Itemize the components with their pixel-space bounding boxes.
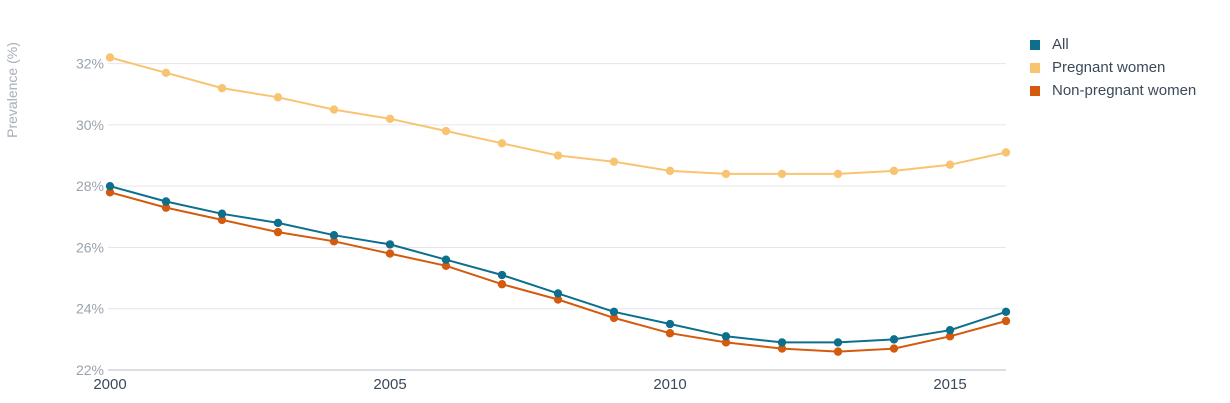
y-tick-labels: 22% 24% 26% 28% 30% 32% — [76, 56, 104, 378]
data-point — [665, 319, 675, 329]
data-point — [441, 126, 451, 136]
legend-item-non-pregnant-women[interactable]: Non-pregnant women — [1030, 79, 1196, 102]
y-tick-label: 30% — [76, 117, 104, 133]
data-point — [497, 139, 507, 148]
data-point — [777, 169, 787, 179]
data-point — [777, 344, 787, 353]
data-point — [665, 166, 675, 176]
x-tick-label: 2005 — [373, 376, 406, 393]
data-point — [385, 114, 395, 123]
data-point — [945, 325, 955, 335]
data-point — [945, 160, 955, 169]
data-point — [329, 105, 339, 114]
x-tick-label: 2015 — [933, 376, 966, 393]
data-point — [385, 240, 395, 249]
data-point — [721, 332, 731, 341]
data-point — [105, 188, 115, 197]
data-point — [833, 347, 843, 356]
data-point — [329, 231, 339, 240]
legend-label: Pregnant women — [1052, 59, 1166, 76]
data-point — [553, 289, 563, 298]
data-point — [609, 307, 619, 316]
data-point — [329, 237, 339, 246]
data-point — [833, 169, 843, 179]
legend-item-all[interactable]: All — [1030, 33, 1196, 56]
x-tick-label: 2000 — [93, 376, 126, 393]
data-point — [1001, 307, 1011, 316]
data-point — [889, 344, 899, 353]
data-point — [553, 151, 563, 160]
legend-swatch — [1030, 62, 1040, 73]
y-tick-label: 24% — [76, 301, 104, 317]
data-point — [273, 93, 283, 102]
grid-lines — [108, 63, 1006, 371]
data-point — [721, 338, 731, 347]
series-lines — [109, 56, 1007, 353]
data-point — [217, 83, 227, 93]
data-point — [161, 203, 171, 212]
y-tick-label: 22% — [76, 362, 104, 378]
data-point — [721, 169, 731, 179]
data-point — [273, 218, 283, 228]
series-line-non-pregnant-women — [109, 191, 1007, 353]
data-point — [161, 197, 171, 206]
data-point — [833, 338, 843, 347]
data-point — [497, 270, 507, 280]
series-line-all — [109, 185, 1007, 344]
legend-label: Non-pregnant women — [1052, 82, 1197, 99]
data-point — [273, 227, 283, 237]
data-point — [889, 166, 899, 176]
legend-item-pregnant-women[interactable]: Pregnant women — [1030, 56, 1196, 79]
data-point — [105, 53, 115, 62]
data-point — [105, 181, 115, 191]
legend: All Pregnant women Non-pregnant women — [1030, 33, 1196, 102]
data-point — [441, 261, 451, 271]
data-point — [385, 249, 395, 258]
series-points — [105, 53, 1011, 356]
data-point — [1001, 148, 1011, 157]
data-point — [497, 280, 507, 289]
data-point — [441, 255, 451, 264]
data-point — [609, 157, 619, 166]
data-point — [553, 295, 563, 304]
legend-swatch — [1030, 85, 1040, 96]
data-point — [945, 332, 955, 341]
data-point — [1001, 316, 1011, 326]
x-tick-labels: 2000 2005 2010 2015 — [93, 376, 966, 393]
y-tick-label: 28% — [76, 178, 104, 194]
data-point — [609, 313, 619, 323]
data-point — [665, 329, 675, 338]
data-point — [161, 68, 171, 78]
x-tick-label: 2010 — [653, 376, 686, 393]
data-point — [777, 338, 787, 347]
y-tick-label: 32% — [76, 56, 104, 72]
data-point — [217, 215, 227, 225]
data-point — [217, 209, 227, 218]
legend-label: All — [1052, 36, 1069, 53]
legend-swatch — [1030, 39, 1040, 50]
data-point — [889, 335, 899, 344]
y-tick-label: 26% — [76, 239, 104, 255]
